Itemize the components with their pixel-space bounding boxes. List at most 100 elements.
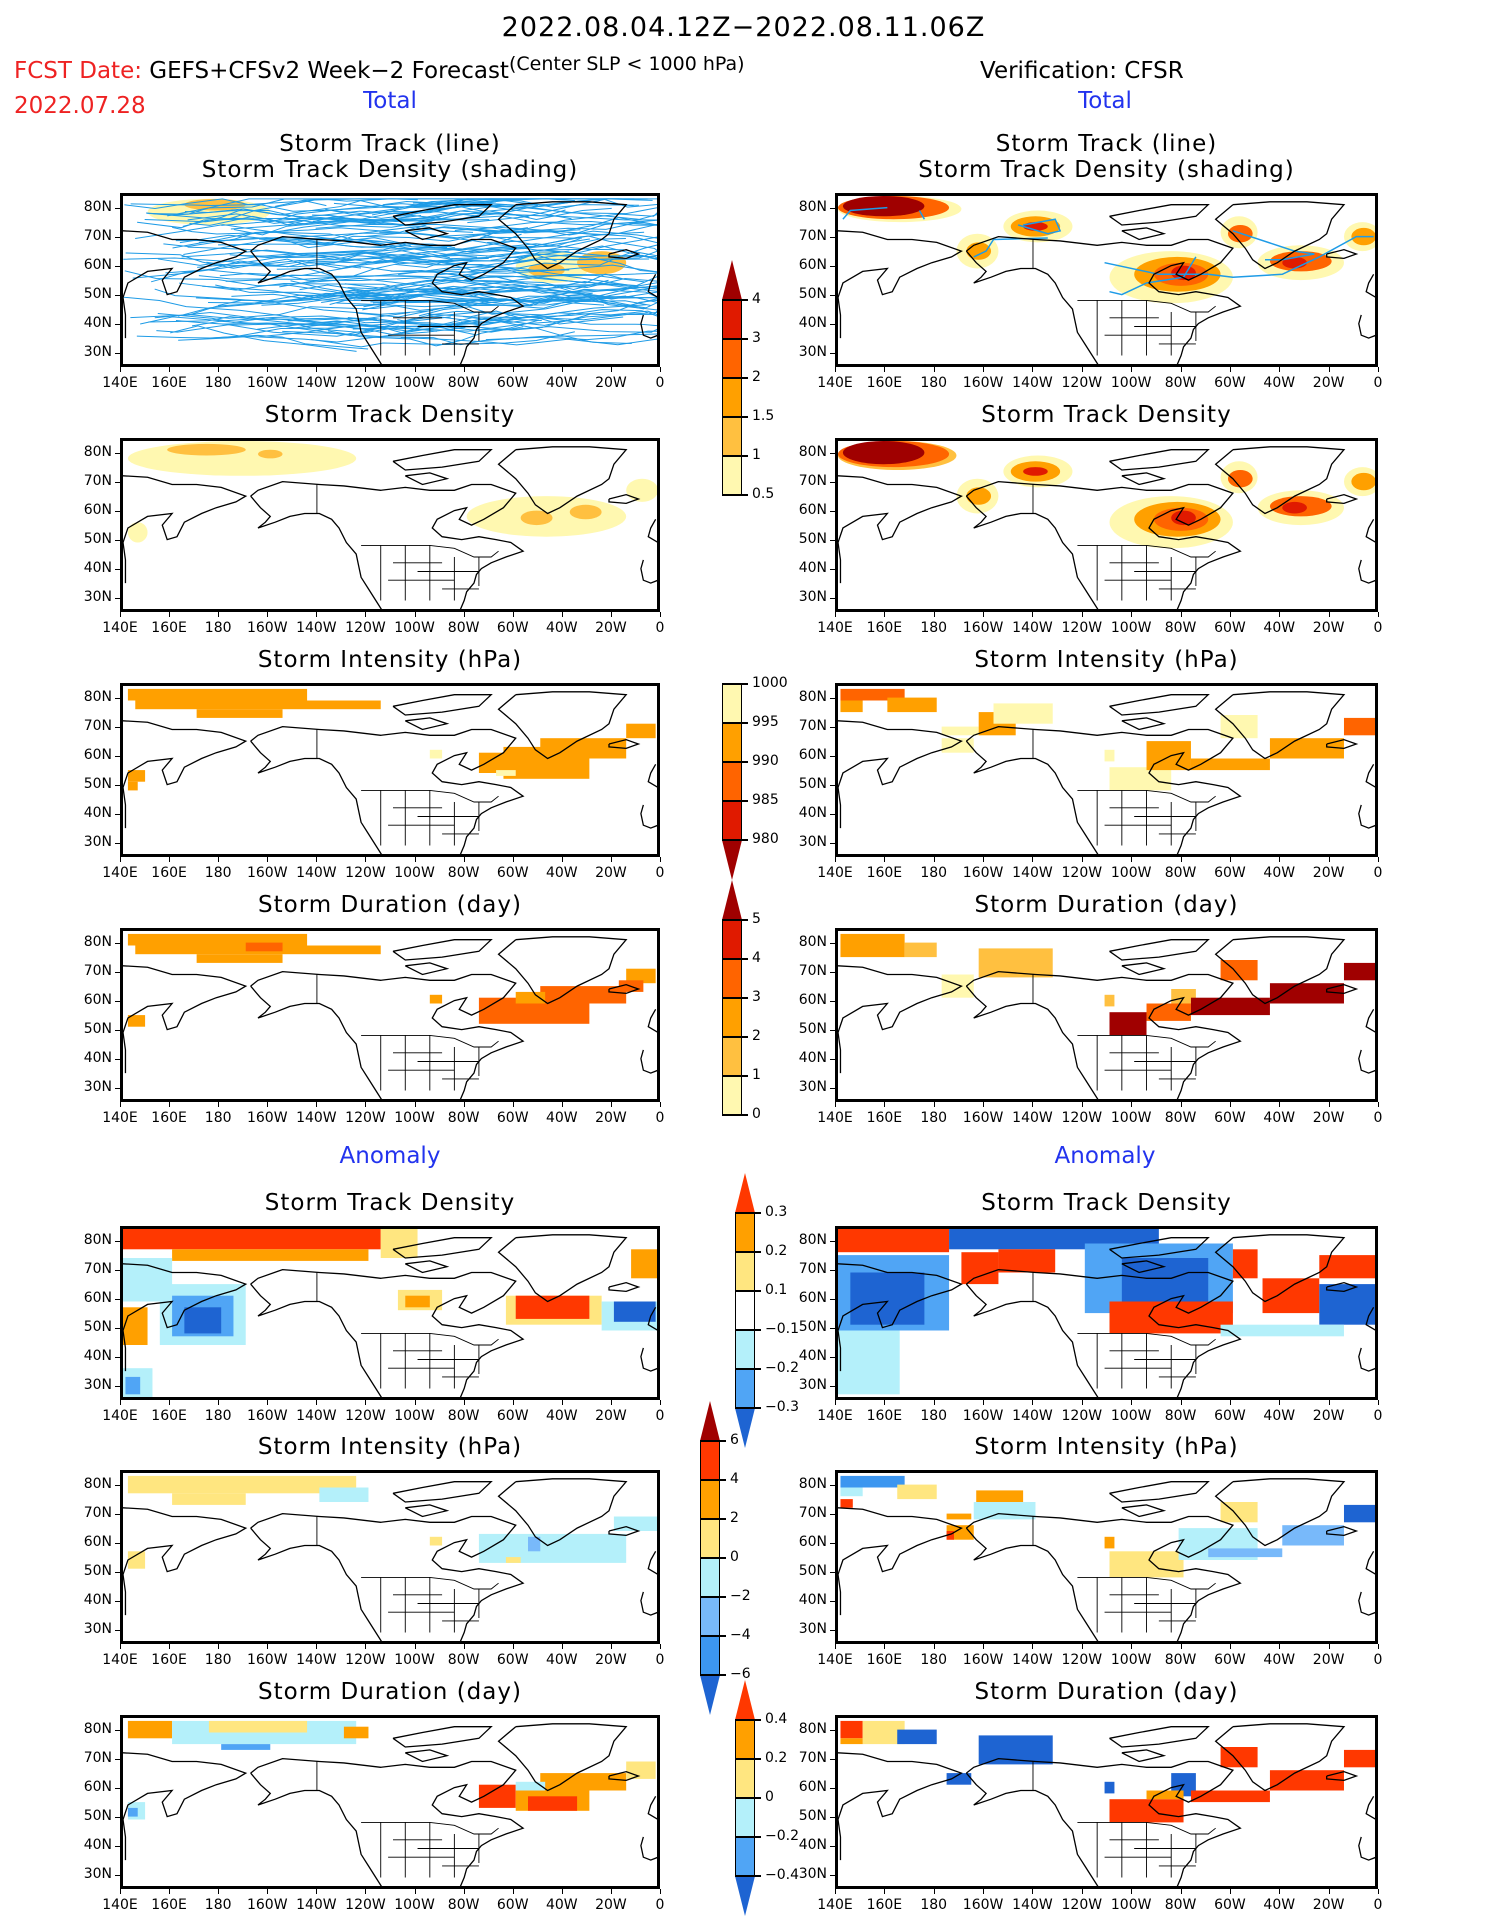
lon-tick xyxy=(267,612,269,617)
density-shading xyxy=(569,504,602,520)
lon-label: 140W xyxy=(296,1897,337,1913)
grid-shading xyxy=(904,942,937,958)
lon-label: 60W xyxy=(496,1652,529,1668)
lon-label: 0 xyxy=(655,1408,665,1424)
coastline xyxy=(640,314,657,339)
lon-label: 140E xyxy=(102,1110,138,1126)
lon-label: 0 xyxy=(1373,620,1383,636)
criterion: (Center SLP < 1000 hPa) xyxy=(508,53,745,75)
lon-label: 80W xyxy=(1164,620,1197,636)
lat-label: 80N xyxy=(83,1231,112,1248)
lon-label: 180 xyxy=(204,1408,232,1424)
lon-label: 120W xyxy=(1061,375,1103,391)
colorbar-label: 4 xyxy=(752,291,761,307)
coastline xyxy=(640,804,657,829)
political-border xyxy=(1077,1034,1216,1048)
coastline xyxy=(497,446,628,515)
lon-tick xyxy=(1081,1644,1083,1649)
coastline xyxy=(1326,248,1359,260)
lat-label: 70N xyxy=(798,717,827,734)
colorbar-label: 980 xyxy=(752,831,779,847)
lon-label: 140E xyxy=(817,375,853,391)
lon-tick xyxy=(120,1400,121,1405)
lon-tick xyxy=(512,1889,514,1894)
colorbar-label: 3 xyxy=(752,330,761,346)
lat-tick xyxy=(830,1845,835,1847)
lon-label: 120W xyxy=(1061,1652,1103,1668)
grid-shading xyxy=(127,770,146,782)
grid-shading xyxy=(1269,1770,1344,1791)
storm-track-line xyxy=(130,203,399,214)
coastline xyxy=(123,720,248,829)
lat-tick xyxy=(830,1029,835,1031)
lon-tick xyxy=(512,1644,514,1649)
storm-track-line xyxy=(454,226,657,239)
storm-track-line xyxy=(282,330,657,346)
lon-label: 160W xyxy=(962,1408,1004,1424)
storm-track-line xyxy=(299,269,570,292)
storm-track-line xyxy=(439,223,657,256)
lat-tick xyxy=(830,510,835,512)
coastline xyxy=(404,472,450,486)
lat-label: 50N xyxy=(83,530,112,547)
lon-tick xyxy=(1131,1102,1133,1107)
coastline xyxy=(640,1836,657,1861)
lon-tick xyxy=(414,612,416,617)
panel-title: Storm Intensity (hPa) xyxy=(257,1434,523,1460)
coastline xyxy=(404,1260,450,1274)
grid-shading xyxy=(1282,1525,1344,1546)
colorbar-segment xyxy=(735,1369,755,1408)
storm-track-line xyxy=(379,231,657,252)
coastline xyxy=(497,1234,628,1303)
colorbar-extend-max xyxy=(722,260,742,300)
lat-label: 50N xyxy=(83,775,112,792)
lon-tick xyxy=(1032,367,1034,372)
panel-title: Storm Track (line) xyxy=(995,131,1218,157)
grid-shading xyxy=(838,1229,950,1253)
colorbar-separator xyxy=(735,1719,761,1721)
lat-tick xyxy=(830,784,835,786)
grid-shading xyxy=(946,1513,972,1520)
storm-track-line xyxy=(918,210,926,220)
lat-tick xyxy=(115,1298,120,1300)
coastline xyxy=(608,1281,641,1293)
lat-tick xyxy=(115,1000,120,1002)
lon-tick xyxy=(835,367,836,372)
lat-label: 40N xyxy=(83,314,112,331)
lat-label: 40N xyxy=(798,559,827,576)
lat-label: 70N xyxy=(83,1260,112,1277)
panel-title: Storm Track Density xyxy=(981,402,1232,428)
colorbar-label: 3 xyxy=(752,989,761,1005)
lon-tick xyxy=(1131,1889,1133,1894)
lat-tick xyxy=(115,323,120,325)
forecast-period: 2022.08.04.12Z−2022.08.11.06Z xyxy=(501,12,986,43)
lon-label: 180 xyxy=(920,1110,948,1126)
lat-tick xyxy=(830,1513,835,1515)
coastline xyxy=(123,1507,248,1616)
coastline xyxy=(404,1749,450,1763)
lon-label: 120W xyxy=(345,1652,386,1668)
lat-tick xyxy=(830,726,835,728)
grid-shading xyxy=(1269,983,1344,1004)
lat-label: 70N xyxy=(798,1749,827,1766)
grid-shading xyxy=(478,1784,516,1808)
coastline xyxy=(640,1049,657,1074)
coastline xyxy=(647,1008,657,1033)
lon-tick xyxy=(561,1644,563,1649)
colorbar-label: 990 xyxy=(752,753,779,769)
colorbar-separator xyxy=(735,1875,761,1877)
colorbar-label: 0.2 xyxy=(765,1243,788,1259)
colorbar-label: 0.2 xyxy=(765,1750,788,1766)
colorbar-segment xyxy=(700,1519,720,1558)
colorbar-label: −0.4 xyxy=(765,1867,799,1883)
density-shading xyxy=(1171,510,1196,526)
colorbar-label: 995 xyxy=(752,714,779,730)
lat-tick xyxy=(115,697,120,699)
colorbar-separator xyxy=(722,377,748,379)
lon-label: 80W xyxy=(447,865,480,881)
lat-label: 30N xyxy=(83,1865,112,1882)
lat-label: 70N xyxy=(83,717,112,734)
storm-track-line xyxy=(191,320,386,337)
lon-label: 140E xyxy=(102,1652,138,1668)
lon-label: 80W xyxy=(1164,1110,1197,1126)
